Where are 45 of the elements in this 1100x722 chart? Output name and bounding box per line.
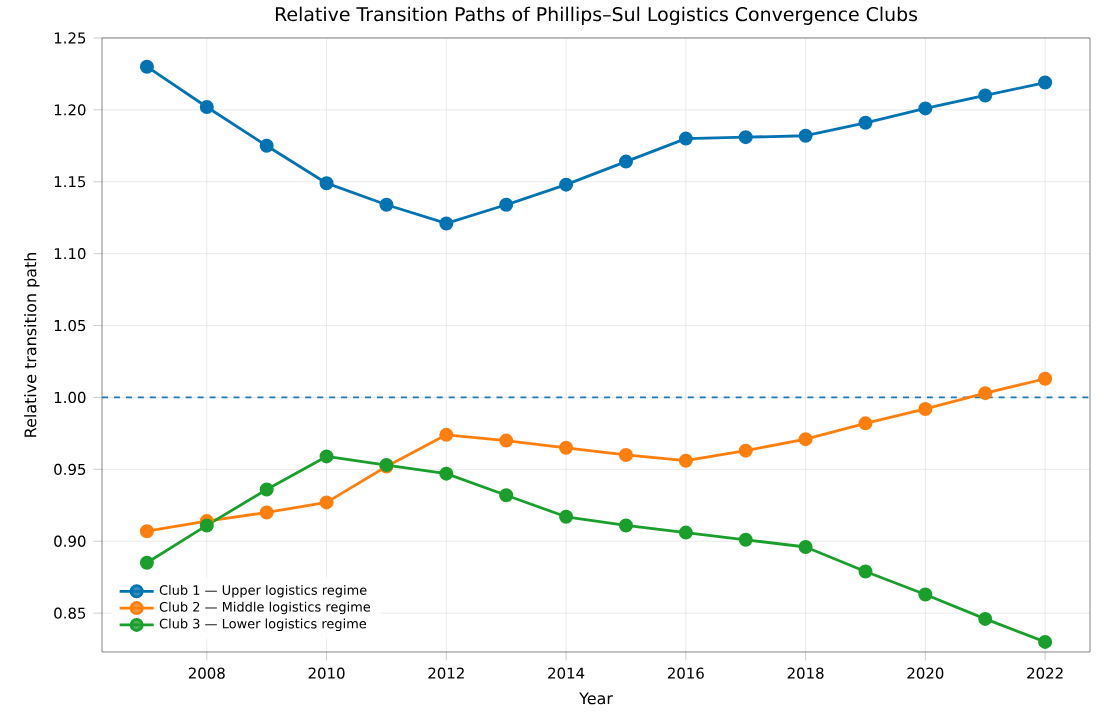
point (738, 130, 753, 145)
point (259, 138, 274, 153)
point (319, 176, 334, 191)
point (618, 518, 633, 533)
point (499, 488, 514, 503)
point (1038, 634, 1053, 649)
point (319, 495, 334, 510)
point (678, 453, 693, 468)
point (259, 505, 274, 520)
point (858, 416, 873, 431)
point (978, 386, 993, 401)
point (858, 564, 873, 579)
point (559, 177, 574, 192)
point (798, 432, 813, 447)
point (858, 115, 873, 130)
point (918, 401, 933, 416)
point (978, 611, 993, 626)
point (918, 101, 933, 116)
point (499, 433, 514, 448)
point (139, 59, 154, 74)
point (439, 216, 454, 231)
point (199, 99, 214, 114)
point (798, 128, 813, 143)
point (738, 443, 753, 458)
chart-title: Relative Transition Paths of Phillips–Sul Logistics Convergence Clubs (275, 6, 918, 25)
point (559, 440, 574, 455)
point (139, 524, 154, 539)
point (1038, 75, 1053, 90)
point (559, 509, 574, 524)
point (379, 197, 394, 212)
point (439, 466, 454, 481)
point (918, 587, 933, 602)
point (1038, 371, 1053, 386)
point (439, 427, 454, 442)
point (738, 532, 753, 547)
point (618, 447, 633, 462)
point (259, 482, 274, 497)
point (139, 555, 154, 570)
point (499, 197, 514, 212)
point (678, 131, 693, 146)
point (798, 540, 813, 554)
point (678, 525, 693, 540)
point (978, 88, 993, 103)
point (618, 154, 633, 169)
point (319, 449, 334, 464)
